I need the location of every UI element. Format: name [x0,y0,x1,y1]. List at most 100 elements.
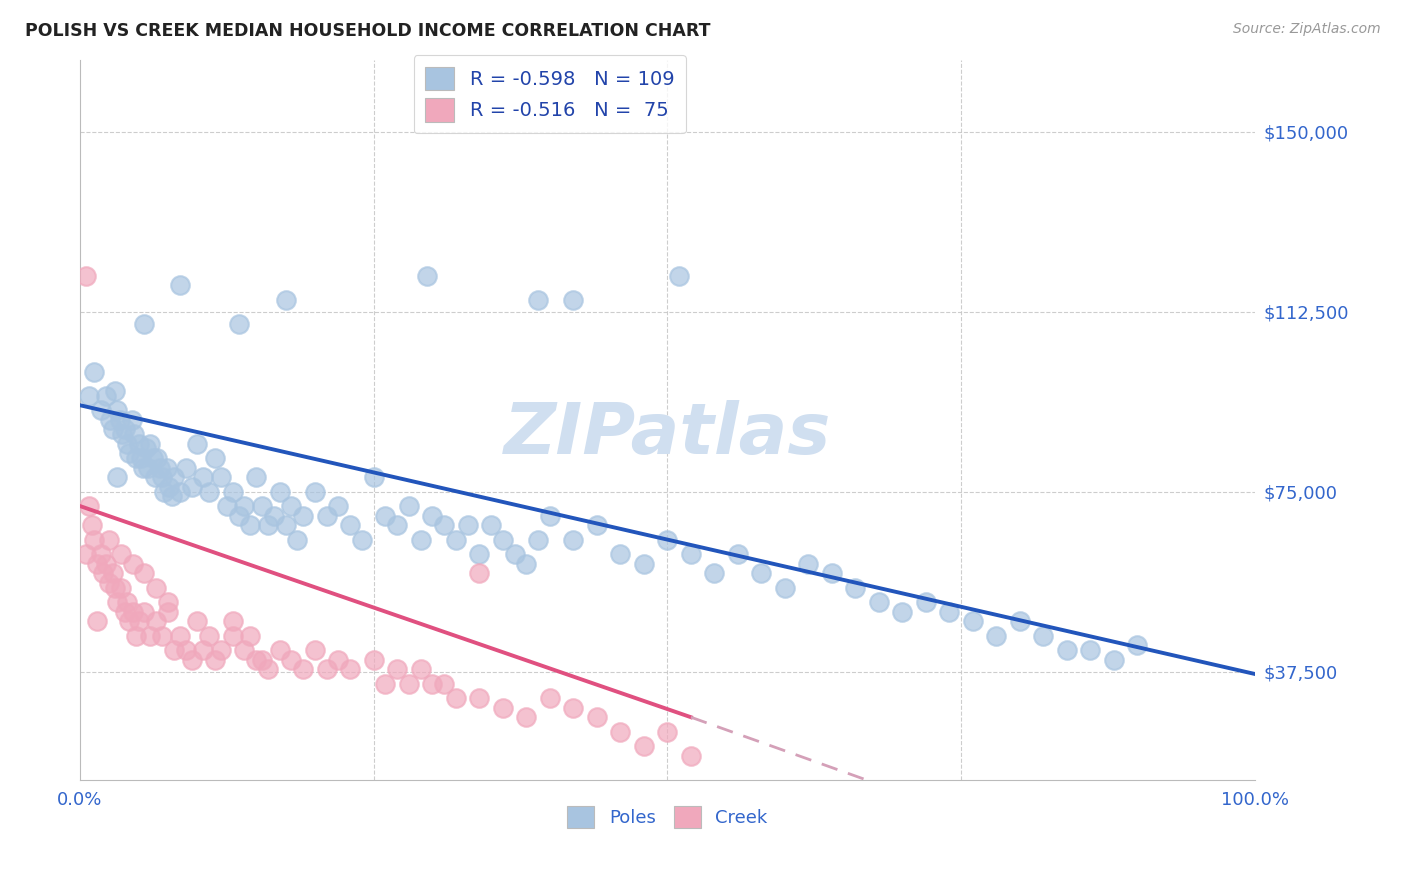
Point [139,436,162,450]
Point [193,643,215,657]
Point [385,518,408,533]
Point [292,508,315,523]
Point [374,508,396,523]
Point [609,724,631,739]
Text: ZIPatlas: ZIPatlas [503,400,831,468]
Point [657,533,679,547]
Point [633,557,655,571]
Point [492,700,515,714]
Point [157,480,180,494]
Point [98,533,121,547]
Point [156,605,179,619]
Point [136,460,159,475]
Point [339,662,361,676]
Point [398,676,420,690]
Point [269,484,291,499]
Point [538,508,561,523]
Point [209,643,232,657]
Point [104,581,127,595]
Point [938,605,960,619]
Point [193,470,215,484]
Point [90,403,112,417]
Point [149,460,172,475]
Point [363,470,385,484]
Point [110,547,132,561]
Point [115,595,138,609]
Point [122,427,145,442]
Point [527,293,550,307]
Point [868,595,890,609]
Point [292,662,315,676]
Point [304,643,326,657]
Point [77,389,100,403]
Point [100,412,122,426]
Point [145,581,167,595]
Point [515,710,537,724]
Point [86,557,108,571]
Point [304,484,326,499]
Point [114,422,136,436]
Point [328,652,350,666]
Point [86,614,108,628]
Point [108,412,131,426]
Point [134,566,156,581]
Point [239,629,262,643]
Point [121,605,143,619]
Point [269,643,291,657]
Point [703,566,725,581]
Text: Source: ZipAtlas.com: Source: ZipAtlas.com [1233,22,1381,37]
Point [107,595,129,609]
Point [503,547,526,561]
Point [174,460,197,475]
Point [118,446,141,460]
Legend: Poles, Creek: Poles, Creek [560,799,775,836]
Point [1080,643,1102,657]
Point [228,508,250,523]
Point [83,365,105,379]
Point [125,450,148,465]
Point [121,412,143,426]
Point [586,518,609,533]
Point [727,547,749,561]
Point [915,595,938,609]
Point [163,470,186,484]
Point [114,605,136,619]
Point [125,629,148,643]
Point [107,403,129,417]
Point [209,470,232,484]
Point [118,614,141,628]
Point [274,518,297,533]
Point [468,691,491,706]
Point [160,490,183,504]
Point [104,384,127,398]
Point [679,547,702,561]
Point [350,533,373,547]
Point [385,662,408,676]
Point [169,484,191,499]
Point [128,614,150,628]
Point [250,499,273,513]
Point [1102,652,1125,666]
Point [422,676,444,690]
Point [75,268,97,283]
Point [609,547,631,561]
Point [83,533,105,547]
Point [280,652,302,666]
Point [773,581,796,595]
Point [80,518,103,533]
Point [150,470,173,484]
Point [1008,614,1031,628]
Point [132,460,155,475]
Point [139,629,162,643]
Point [250,652,273,666]
Point [328,499,350,513]
Point [515,557,537,571]
Point [1056,643,1078,657]
Point [153,484,176,499]
Point [221,484,243,499]
Point [135,442,157,456]
Point [821,566,844,581]
Point [1126,638,1149,652]
Point [433,676,456,690]
Point [228,317,250,331]
